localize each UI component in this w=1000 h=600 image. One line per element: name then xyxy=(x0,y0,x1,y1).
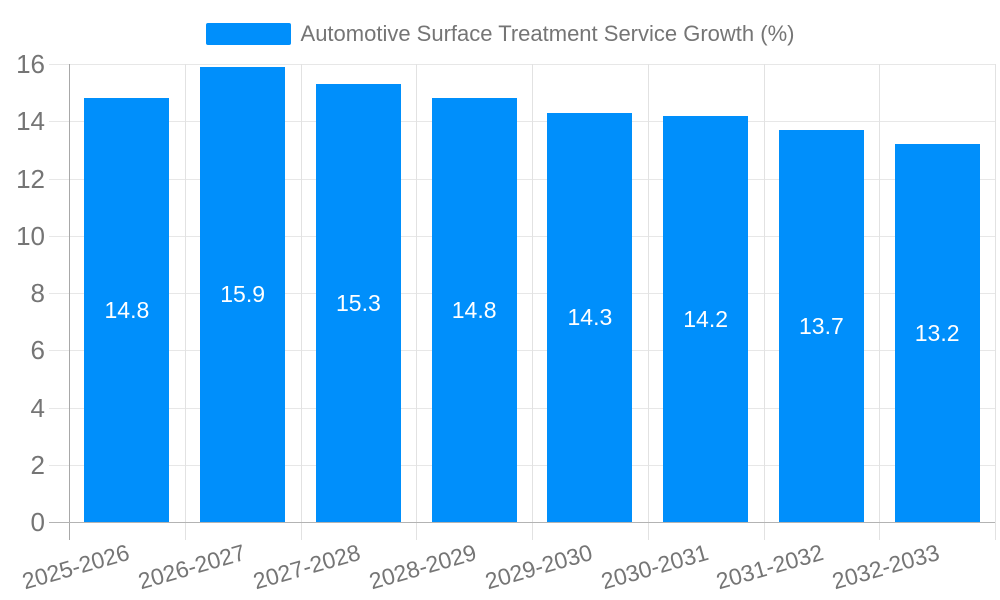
bar[interactable]: 15.3 xyxy=(315,84,401,522)
y-axis-label: 2 xyxy=(30,449,45,480)
bar-value-label: 15.3 xyxy=(335,290,381,316)
bar-value-label: 13.7 xyxy=(798,312,844,339)
bar-value-label: 13.2 xyxy=(914,320,960,347)
bar[interactable]: 14.8 xyxy=(431,98,517,522)
bar[interactable]: 13.2 xyxy=(894,144,980,522)
x-axis-label: 2032-2033 xyxy=(829,539,943,595)
bar-value-label: 14.2 xyxy=(683,305,728,332)
vertical-gridline xyxy=(184,64,186,540)
x-axis-label: 2029-2030 xyxy=(482,539,596,595)
vertical-gridline xyxy=(879,64,881,540)
y-axis-label: 16 xyxy=(16,49,45,79)
bar-value-label: 14.3 xyxy=(567,304,613,331)
y-axis-label: 4 xyxy=(30,392,45,423)
y-axis-label: 0 xyxy=(30,507,45,537)
horizontal-gridline xyxy=(49,464,995,466)
horizontal-gridline xyxy=(49,350,995,352)
y-axis-label: 14 xyxy=(16,106,45,137)
horizontal-gridline xyxy=(49,407,995,409)
chart-legend[interactable]: Automotive Surface Treatment Service Gro… xyxy=(0,21,1000,47)
horizontal-gridline xyxy=(49,235,995,237)
bar[interactable]: 13.7 xyxy=(778,129,864,522)
x-axis-label: 2028-2029 xyxy=(366,539,480,595)
bar-value-label: 15.9 xyxy=(220,281,265,308)
x-axis-label: 2026-2027 xyxy=(134,539,248,595)
vertical-gridline xyxy=(416,64,418,540)
vertical-gridline xyxy=(647,64,649,540)
horizontal-gridline xyxy=(49,178,995,180)
legend-swatch xyxy=(205,23,291,45)
horizontal-gridline xyxy=(49,64,995,65)
x-axis-line xyxy=(49,522,995,523)
y-axis-label: 8 xyxy=(30,278,45,308)
y-axis-label: 6 xyxy=(30,335,45,366)
x-axis-label: 2027-2028 xyxy=(250,539,364,595)
bar[interactable]: 14.2 xyxy=(663,115,749,522)
bar[interactable]: 14.3 xyxy=(547,112,633,522)
vertical-gridline xyxy=(300,64,302,540)
bar-value-label: 14.8 xyxy=(104,297,150,324)
vertical-gridline xyxy=(532,64,533,540)
x-axis-label: 2030-2031 xyxy=(597,539,711,595)
y-axis-line xyxy=(69,64,70,540)
x-axis-label: 2025-2026 xyxy=(19,539,133,595)
vertical-gridline xyxy=(763,64,765,540)
horizontal-gridline xyxy=(49,121,995,123)
y-axis-label: 12 xyxy=(16,163,45,194)
legend-label: Automotive Surface Treatment Service Gro… xyxy=(300,21,795,46)
bar[interactable]: 15.9 xyxy=(200,66,286,522)
bar[interactable]: 14.8 xyxy=(84,98,170,522)
bar-value-label: 14.8 xyxy=(451,297,497,324)
horizontal-gridline xyxy=(49,293,995,294)
y-axis-label: 10 xyxy=(16,220,45,251)
x-axis-label: 2031-2032 xyxy=(713,539,827,595)
vertical-gridline xyxy=(995,64,996,540)
